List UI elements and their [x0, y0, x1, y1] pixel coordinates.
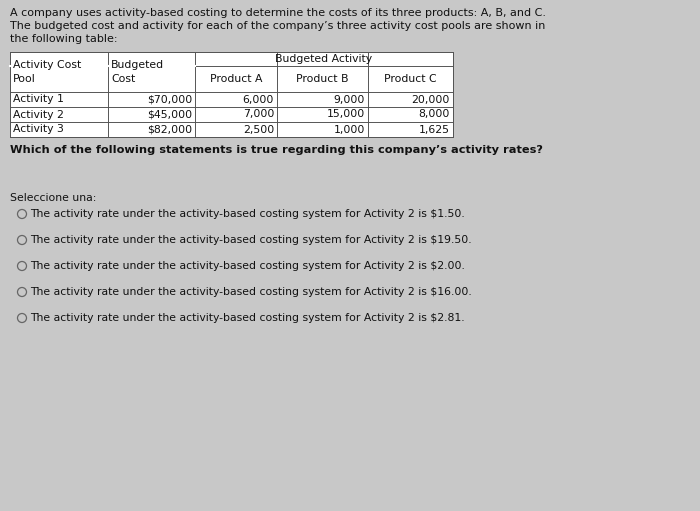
Text: The activity rate under the activity-based costing system for Activity 2 is $1.5: The activity rate under the activity-bas… [31, 209, 466, 219]
Text: $70,000: $70,000 [147, 95, 192, 105]
Text: the following table:: the following table: [10, 34, 118, 44]
Text: The activity rate under the activity-based costing system for Activity 2 is $2.0: The activity rate under the activity-bas… [31, 261, 466, 271]
Text: The activity rate under the activity-based costing system for Activity 2 is $19.: The activity rate under the activity-bas… [31, 235, 472, 245]
Text: 1,625: 1,625 [419, 125, 450, 134]
Text: 6,000: 6,000 [243, 95, 274, 105]
Text: The activity rate under the activity-based costing system for Activity 2 is $16.: The activity rate under the activity-bas… [31, 287, 472, 297]
Text: Budgeted Activity: Budgeted Activity [275, 54, 372, 64]
Text: 2,500: 2,500 [243, 125, 274, 134]
Text: Product C: Product C [384, 74, 437, 84]
Text: $82,000: $82,000 [147, 125, 192, 134]
Text: 8,000: 8,000 [419, 109, 450, 120]
Bar [10, 52, 453, 137]
Text: Activity 2: Activity 2 [13, 109, 64, 120]
Text: The activity rate under the activity-based costing system for Activity 2 is $2.8: The activity rate under the activity-bas… [31, 313, 465, 323]
Text: The budgeted cost and activity for each of the company’s three activity cost poo: The budgeted cost and activity for each … [10, 21, 545, 31]
Text: 7,000: 7,000 [243, 109, 274, 120]
Text: $45,000: $45,000 [147, 109, 192, 120]
Text: 20,000: 20,000 [412, 95, 450, 105]
Text: Budgeted
Cost: Budgeted Cost [111, 60, 164, 84]
Text: 1,000: 1,000 [334, 125, 365, 134]
Text: Activity 1: Activity 1 [13, 95, 64, 105]
Text: Seleccione una:: Seleccione una: [10, 193, 97, 203]
Text: 9,000: 9,000 [334, 95, 365, 105]
Text: A company uses activity-based costing to determine the costs of its three produc: A company uses activity-based costing to… [10, 8, 546, 18]
Text: 15,000: 15,000 [327, 109, 365, 120]
Text: Which of the following statements is true regarding this company’s activity rate: Which of the following statements is tru… [10, 145, 543, 155]
Text: Activity 3: Activity 3 [13, 125, 64, 134]
Text: Product B: Product B [296, 74, 349, 84]
Text: Activity Cost
Pool: Activity Cost Pool [13, 60, 81, 84]
Text: Product A: Product A [210, 74, 262, 84]
